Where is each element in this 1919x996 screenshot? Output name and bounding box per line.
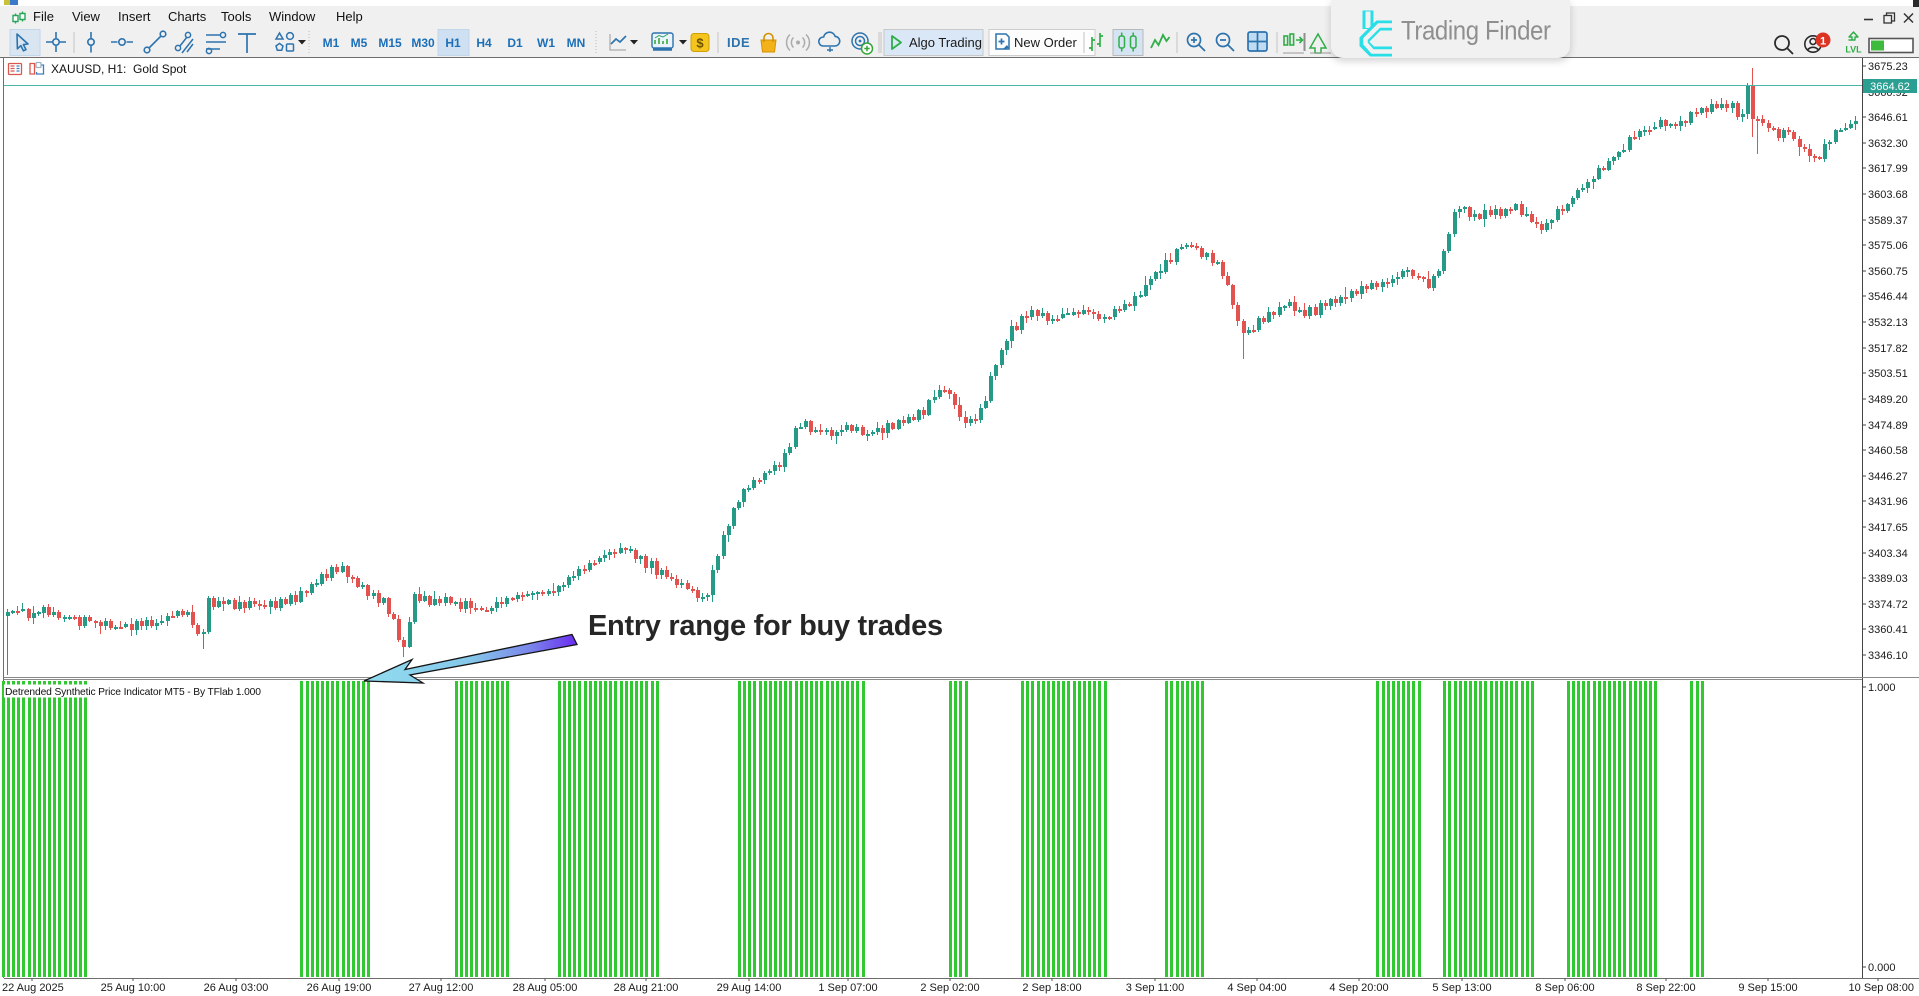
- svg-text:M30: M30: [411, 36, 435, 50]
- svg-text:3417.65: 3417.65: [1868, 522, 1908, 534]
- svg-text:3474.89: 3474.89: [1868, 420, 1908, 432]
- svg-text:0.000: 0.000: [1868, 962, 1896, 974]
- svg-text:9 Sep 15:00: 9 Sep 15:00: [1738, 982, 1797, 994]
- svg-text:4 Sep 20:00: 4 Sep 20:00: [1329, 982, 1388, 994]
- svg-text:1 Sep 07:00: 1 Sep 07:00: [818, 982, 877, 994]
- svg-text:25 Aug 10:00: 25 Aug 10:00: [101, 982, 166, 994]
- svg-text:New Order: New Order: [1014, 35, 1078, 50]
- svg-text:8 Sep 22:00: 8 Sep 22:00: [1636, 982, 1695, 994]
- svg-text:3389.03: 3389.03: [1868, 573, 1908, 585]
- svg-text:LVL: LVL: [1845, 45, 1862, 55]
- svg-text:D1: D1: [507, 36, 523, 50]
- svg-text:W1: W1: [537, 36, 555, 50]
- svg-text:3 Sep 11:00: 3 Sep 11:00: [1126, 982, 1185, 994]
- svg-text:3617.99: 3617.99: [1868, 163, 1908, 175]
- svg-text:3489.20: 3489.20: [1868, 394, 1908, 406]
- svg-text:H1: H1: [445, 36, 461, 50]
- svg-text:1: 1: [1820, 35, 1826, 47]
- svg-text:4 Sep 04:00: 4 Sep 04:00: [1227, 982, 1286, 994]
- svg-text:3403.34: 3403.34: [1868, 548, 1908, 560]
- svg-text:5 Sep 13:00: 5 Sep 13:00: [1432, 982, 1491, 994]
- svg-text:3603.68: 3603.68: [1868, 189, 1908, 201]
- svg-text:3532.13: 3532.13: [1868, 317, 1908, 329]
- svg-text:$: $: [696, 36, 704, 51]
- svg-text:3460.58: 3460.58: [1868, 445, 1908, 457]
- svg-text:28 Aug 21:00: 28 Aug 21:00: [614, 982, 679, 994]
- svg-text:28 Aug 05:00: 28 Aug 05:00: [513, 982, 578, 994]
- svg-text:M5: M5: [351, 36, 368, 50]
- svg-text:2 Sep 02:00: 2 Sep 02:00: [920, 982, 979, 994]
- svg-text:3517.82: 3517.82: [1868, 343, 1908, 355]
- svg-text:3575.06: 3575.06: [1868, 240, 1908, 252]
- svg-text:1.000: 1.000: [1868, 682, 1896, 694]
- svg-text:3664.62: 3664.62: [1870, 81, 1910, 93]
- svg-text:27 Aug 12:00: 27 Aug 12:00: [409, 982, 474, 994]
- svg-text:8 Sep 06:00: 8 Sep 06:00: [1535, 982, 1594, 994]
- svg-text:Algo Trading: Algo Trading: [909, 35, 982, 50]
- svg-text:M15: M15: [378, 36, 402, 50]
- svg-text:29 Aug 14:00: 29 Aug 14:00: [717, 982, 782, 994]
- svg-text:26 Aug 03:00: 26 Aug 03:00: [204, 982, 269, 994]
- svg-text:22 Aug 2025: 22 Aug 2025: [2, 982, 64, 994]
- svg-text:IDE: IDE: [727, 35, 750, 50]
- svg-text:MN: MN: [567, 36, 586, 50]
- svg-text:3675.23: 3675.23: [1868, 61, 1908, 73]
- svg-text:3360.41: 3360.41: [1868, 624, 1908, 636]
- svg-text:3431.96: 3431.96: [1868, 496, 1908, 508]
- svg-text:3346.10: 3346.10: [1868, 650, 1908, 662]
- svg-text:10 Sep 08:00: 10 Sep 08:00: [1849, 982, 1914, 994]
- svg-text:M1: M1: [323, 36, 340, 50]
- svg-text:3589.37: 3589.37: [1868, 215, 1908, 227]
- svg-text:3503.51: 3503.51: [1868, 368, 1908, 380]
- svg-text:H4: H4: [476, 36, 492, 50]
- svg-text:3560.75: 3560.75: [1868, 266, 1908, 278]
- svg-text:2 Sep 18:00: 2 Sep 18:00: [1022, 982, 1081, 994]
- svg-text:Detrended Synthetic Price Indi: Detrended Synthetic Price Indicator MT5 …: [5, 687, 261, 698]
- svg-text:XAUUSD, H1: Gold Spot: XAUUSD, H1: Gold Spot: [51, 62, 187, 76]
- svg-text:3646.61: 3646.61: [1868, 112, 1908, 124]
- svg-text:3374.72: 3374.72: [1868, 599, 1908, 611]
- svg-text:3546.44: 3546.44: [1868, 291, 1908, 303]
- svg-text:3446.27: 3446.27: [1868, 471, 1908, 483]
- svg-text:26 Aug 19:00: 26 Aug 19:00: [307, 982, 372, 994]
- svg-text:3632.30: 3632.30: [1868, 138, 1908, 150]
